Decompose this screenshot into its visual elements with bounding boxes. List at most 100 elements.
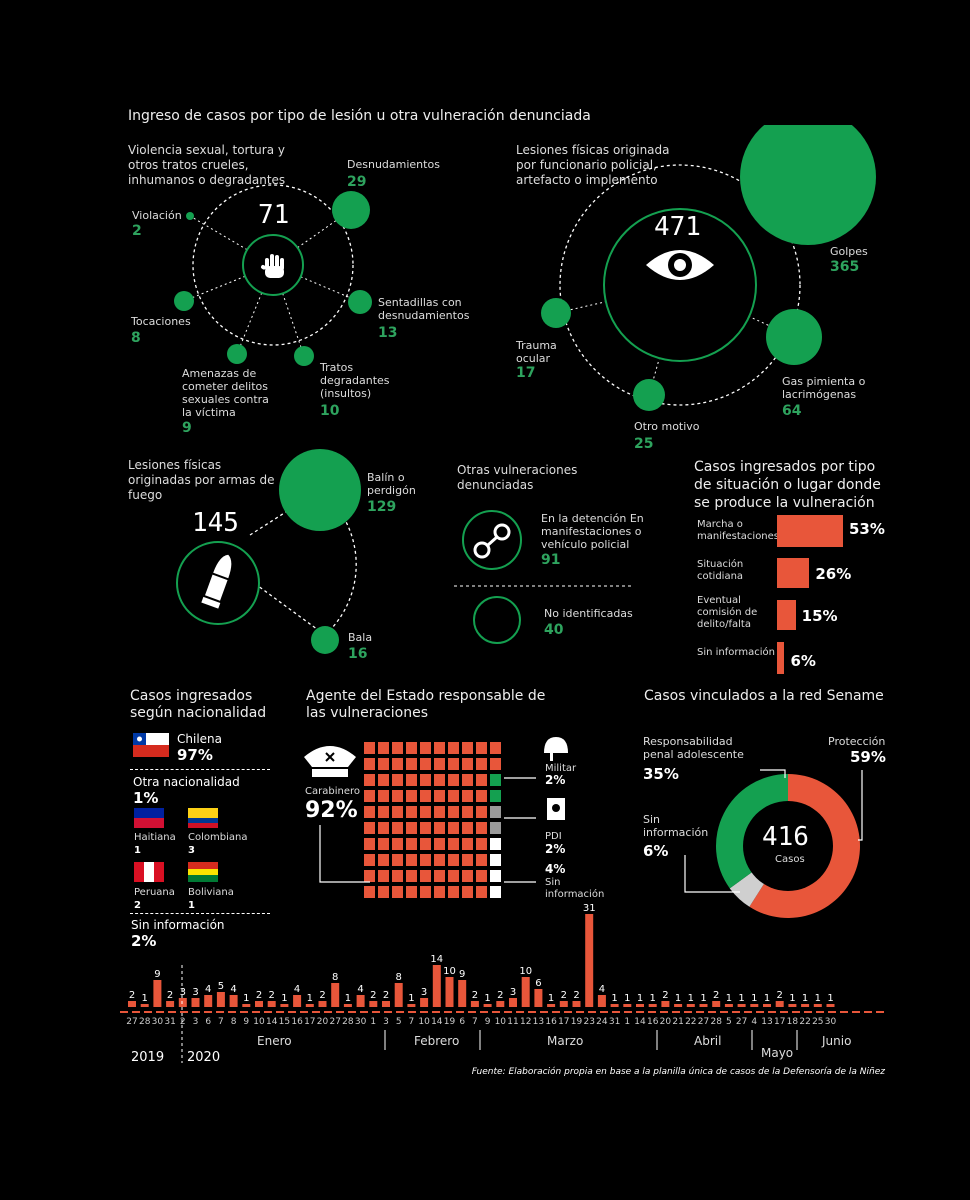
bubble-violacion (186, 212, 194, 220)
waffle-cell (448, 822, 459, 834)
timeline-day: 15 (279, 1017, 290, 1027)
timeline-value: 3 (192, 987, 198, 998)
police-total: 471 (654, 212, 701, 242)
waffle-cell (490, 742, 501, 754)
bubble-tratos (294, 346, 314, 366)
situation-bar-0 (777, 515, 843, 547)
waffle-cell (378, 870, 389, 882)
carabinero-label: Carabinero (305, 786, 360, 797)
timeline-day: 27 (329, 1017, 340, 1027)
timeline-day: 14 (266, 1017, 278, 1027)
timeline-value: 4 (357, 984, 363, 995)
nationality-title: Casos ingresados según nacionalidad (130, 688, 267, 721)
timeline-bar (420, 998, 429, 1007)
label-golpes: Golpes (830, 245, 868, 258)
waffle-cell (448, 806, 459, 818)
waffle-cell (364, 742, 375, 754)
timeline-bar (432, 965, 441, 1007)
waffle-cell (476, 854, 487, 866)
waffle-cell (448, 758, 459, 770)
timeline-value: 2 (497, 990, 503, 1001)
sin-info-nat-label: Sin información (131, 918, 225, 932)
timeline-value: 2 (472, 990, 478, 1001)
timeline-bar (153, 980, 162, 1007)
timeline-day: 27 (736, 1017, 747, 1027)
waffle-cell (378, 758, 389, 770)
waffle-cell (462, 838, 473, 850)
timeline-day: 22 (685, 1017, 696, 1027)
label-detencion: En la detención En manifestaciones o veh… (541, 512, 644, 551)
timeline-day: 30 (152, 1017, 164, 1027)
value-sentadillas: 13 (378, 325, 398, 341)
waffle-cell (378, 886, 389, 898)
waffle-cell (364, 838, 375, 850)
timeline-value: 1 (611, 993, 617, 1004)
waffle-cell (364, 822, 375, 834)
waffle-cell (364, 790, 375, 802)
chile-flag-icon (133, 733, 169, 757)
waffle-cell (434, 854, 445, 866)
waffle-cell (364, 854, 375, 866)
timeline-bar (318, 1001, 327, 1007)
timeline-bar (801, 1004, 810, 1007)
timeline-value: 2 (370, 990, 376, 1001)
timeline-value: 2 (319, 990, 325, 1001)
waffle-cell (462, 790, 473, 802)
timeline-value: 1 (751, 993, 757, 1004)
label-tocaciones: Tocaciones (131, 315, 191, 328)
firearms-title: Lesiones físicas originadas por armas de… (128, 458, 275, 502)
timeline-day: 9 (243, 1017, 249, 1027)
timeline-value: 1 (650, 993, 656, 1004)
sin-info-nat-pct: 2% (131, 932, 157, 950)
timeline-bar (166, 1001, 175, 1007)
source-note: Fuente: Elaboración propia en base a la … (471, 1067, 885, 1077)
situation-pct-1: 26% (815, 565, 852, 583)
timeline-day: 3 (193, 1017, 199, 1027)
timeline-day: 28 (342, 1017, 354, 1027)
value-gas: 64 (782, 403, 802, 419)
waffle-cell (420, 774, 431, 786)
timeline-bar (521, 977, 530, 1007)
waffle-cell (378, 774, 389, 786)
timeline-value: 4 (230, 984, 236, 995)
other-graphic (454, 510, 632, 644)
waffle-cell (448, 790, 459, 802)
label-balin: Balín o perdigón (367, 471, 416, 497)
timeline-day: 14 (431, 1017, 443, 1027)
waffle-cell (434, 870, 445, 882)
militar-pct: 2% (545, 773, 566, 787)
sename-total: 416 (762, 822, 809, 852)
waffle-cell (364, 806, 375, 818)
otra-pct: 1% (133, 789, 159, 807)
timeline-value: 5 (218, 981, 224, 992)
timeline-bar (674, 1004, 683, 1007)
waffle-cell (434, 886, 445, 898)
main-title: Ingreso de casos por tipo de lesión u ot… (128, 108, 591, 124)
waffle-cell (406, 806, 417, 818)
timeline-day: 8 (231, 1017, 237, 1027)
sename-donut (684, 769, 863, 918)
timeline-value: 1 (815, 993, 821, 1004)
waffle-cell (462, 758, 473, 770)
police-cap-icon (304, 746, 356, 777)
timeline-day: 7 (218, 1017, 224, 1027)
month-abril: Abril (694, 1034, 722, 1048)
other-title: Otras vulneraciones denunciadas (457, 463, 578, 492)
waffle-cell (434, 742, 445, 754)
timeline-bar (661, 1001, 670, 1007)
month-mayo: Mayo (761, 1046, 794, 1060)
peru-flag-icon (134, 862, 164, 882)
otra-label: Otra nacionalidad (133, 775, 240, 789)
timeline-value: 4 (205, 984, 211, 995)
waffle-cell (392, 822, 403, 834)
month-marzo: Marzo (547, 1034, 584, 1048)
haiti-flag-icon (134, 808, 164, 828)
timeline-bar (826, 1004, 835, 1007)
waffle-cell (378, 854, 389, 866)
timeline-value: 14 (430, 954, 443, 965)
timeline-value: 1 (637, 993, 643, 1004)
timeline-value: 1 (548, 993, 554, 1004)
label-no-identificadas: No identificadas (544, 607, 633, 620)
waffle-cell (462, 870, 473, 882)
timeline-bar (204, 995, 213, 1007)
